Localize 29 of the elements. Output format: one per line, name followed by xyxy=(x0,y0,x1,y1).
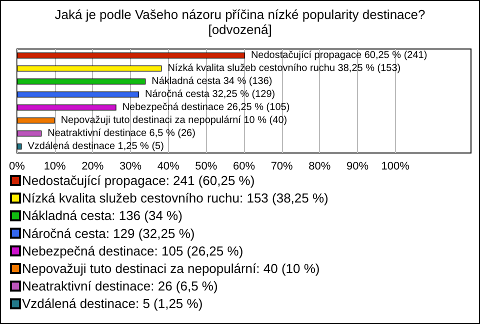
legend-label: Neatraktivní destinace: 26 (6,5 %) xyxy=(22,278,218,294)
data-label: Nebezpečná destinace 26,25 % (105) xyxy=(122,102,290,113)
data-label: Nákladná cesta 34 % (136) xyxy=(152,76,272,87)
chart-subtitle: [odvozená] xyxy=(208,22,272,37)
x-tick-label: 90% xyxy=(346,160,369,172)
data-label: Náročná cesta 32,25 % (129) xyxy=(145,89,276,100)
x-tick-label: 10% xyxy=(44,160,66,172)
legend-label: Nákladná cesta: 136 (34 %) xyxy=(22,208,182,224)
x-tick-label: 30% xyxy=(119,160,142,172)
x-tick-label: 40% xyxy=(157,160,180,172)
legend-label: Nepovažuji tuto destinaci za nepopulární: 40 (10 %) xyxy=(22,261,320,276)
data-label: Nepovažuji tuto destinaci za nepopulární 10 % (40) xyxy=(60,115,288,126)
x-tick-label: 80% xyxy=(308,160,331,172)
legend-label: Nebezpečná destinace: 105 (26,25 %) xyxy=(22,243,244,258)
x-tick-label: 70% xyxy=(270,160,294,172)
data-label: Nízká kvalita služeb cestovního ruchu 38,25 % (153) xyxy=(168,63,401,74)
data-label: Vzdálená destinace 1,25 % (5) xyxy=(28,141,164,152)
legend-label: Nízká kvalita služeb cestovního ruchu: 153 (38,25 %) xyxy=(22,190,328,206)
x-tick-label: 100% xyxy=(381,160,410,172)
data-label: Nedostačující propagace 60,25 % (241) xyxy=(250,50,428,61)
x-tick-label: 0% xyxy=(9,160,26,172)
x-tick-label: 20% xyxy=(82,160,104,172)
x-tick-label: 60% xyxy=(232,160,256,172)
legend-label: Nedostačující propagace: 241 (60,25 %) xyxy=(22,173,255,188)
data-label: Neatraktivní destinace 6,5 % (26) xyxy=(48,128,196,139)
x-tick-label: 50% xyxy=(195,160,218,172)
chart-title: Jaká je podle Vašeho názoru příčina nízké popularity destinace? xyxy=(54,7,426,22)
legend-label: Vzdálená destinace: 5 (1,25 %) xyxy=(22,296,203,312)
legend-label: Náročná cesta: 129 (32,25 %) xyxy=(22,226,195,241)
